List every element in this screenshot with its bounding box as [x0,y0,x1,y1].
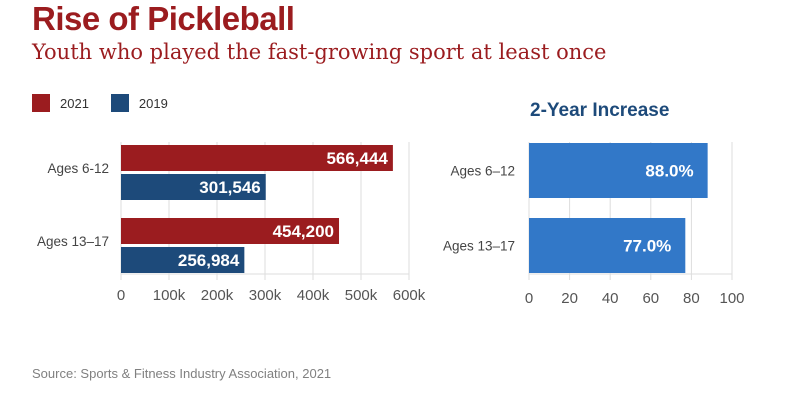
category-label: Ages 13–17 [37,234,109,249]
legend-label-2021: 2021 [60,95,89,111]
data-label: 256,984 [178,251,240,270]
legend-swatch-2021 [32,94,50,112]
bar-2019 [121,174,266,200]
data-label: 88.0% [645,162,693,181]
legend-item-2019: 2019 [110,94,168,112]
bar-2019 [121,247,245,273]
x-tick-label: 100 [719,290,744,307]
data-label: 454,200 [273,222,334,241]
legend-swatch-2019 [110,94,129,112]
x-tick-label: 600k [393,287,426,304]
data-label: 77.0% [623,237,671,256]
chart-subtitle: Youth who played the fast-growing sport … [32,40,607,64]
x-tick-label: 500k [345,287,378,304]
legend-label-2019: 2019 [138,95,168,111]
data-label: 301,546 [199,178,260,197]
x-tick-label: 100k [153,287,186,304]
bar-2021 [121,218,340,244]
x-tick-label: 200k [201,287,234,304]
legend: 2021 2019 [32,94,190,112]
bar-increase [529,143,708,198]
bar-2021 [121,145,393,171]
category-label: Ages 13–17 [443,239,515,254]
data-label: 566,444 [326,149,388,168]
increase-chart-title: 2-Year Increase [530,100,670,121]
x-tick-label: 300k [249,287,282,304]
chart-title: Rise of Pickleball [32,0,295,37]
x-tick-label: 60 [642,290,659,307]
source-note: Source: Sports & Fitness Industry Associ… [32,366,332,381]
x-tick-label: 20 [561,290,578,307]
x-tick-label: 0 [525,290,533,307]
category-label: Ages 6-12 [47,161,109,176]
x-tick-label: 0 [117,287,125,304]
x-tick-label: 40 [602,290,619,307]
category-label: Ages 6–12 [450,164,515,179]
x-tick-label: 400k [297,287,330,304]
bar-increase [529,218,686,273]
legend-item-2021: 2021 [32,94,89,112]
x-tick-label: 80 [683,290,700,307]
